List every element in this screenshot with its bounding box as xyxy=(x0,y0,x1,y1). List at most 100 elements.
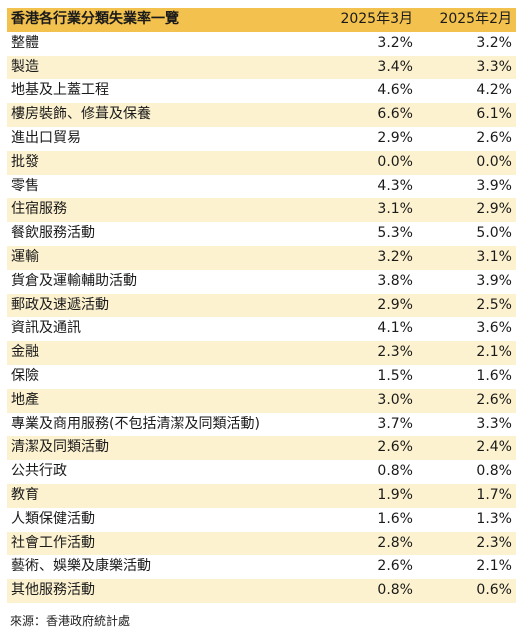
industry-name-cell: 貨倉及運輸輔助活動 xyxy=(7,269,312,294)
march-rate-cell: 2.9% xyxy=(312,293,417,318)
source-note: 來源：香港政府統計處 xyxy=(10,614,131,628)
table-header-row: 香港各行業分類失業率一覽 2025年3月 2025年2月 xyxy=(7,8,516,32)
table-title: 香港各行業分類失業率一覽 xyxy=(7,8,312,32)
march-rate-cell: 0.8% xyxy=(312,579,417,603)
table-row: 製造 3.4% 3.3% xyxy=(7,55,516,80)
february-rate-cell: 3.9% xyxy=(417,269,516,294)
industry-name-cell: 進出口貿易 xyxy=(7,126,312,151)
table-row: 專業及商用服務(不包括清潔及同類活動) 3.7% 3.3% xyxy=(7,412,516,437)
february-rate-cell: 3.6% xyxy=(417,317,516,342)
february-rate-cell: 3.3% xyxy=(417,55,516,80)
march-rate-cell: 2.6% xyxy=(312,555,417,580)
unemployment-by-industry-table: 香港各行業分類失業率一覽 2025年3月 2025年2月 整體 3.2% 3.2% 製… xyxy=(7,8,516,603)
february-rate-cell: 2.4% xyxy=(417,436,516,461)
table-row: 地產 3.0% 2.6% xyxy=(7,388,516,413)
march-rate-cell: 3.2% xyxy=(312,245,417,270)
table-row: 郵政及速遞活動 2.9% 2.5% xyxy=(7,293,516,318)
february-rate-cell: 2.1% xyxy=(417,555,516,580)
industry-name-cell: 社會工作活動 xyxy=(7,531,312,556)
industry-name-cell: 地產 xyxy=(7,388,312,413)
table-row: 金融 2.3% 2.1% xyxy=(7,341,516,365)
industry-name-cell: 保險 xyxy=(7,364,312,389)
march-rate-cell: 0.0% xyxy=(312,150,417,175)
industry-name-cell: 零售 xyxy=(7,174,312,199)
industry-name-cell: 製造 xyxy=(7,55,312,80)
table-row: 貨倉及運輸輔助活動 3.8% 3.9% xyxy=(7,269,516,294)
march-rate-cell: 1.5% xyxy=(312,364,417,389)
industry-name-cell: 批發 xyxy=(7,150,312,175)
industry-name-cell: 住宿服務 xyxy=(7,198,312,223)
february-rate-cell: 4.2% xyxy=(417,79,516,104)
column-header-february: 2025年2月 xyxy=(417,8,516,32)
march-rate-cell: 3.8% xyxy=(312,269,417,294)
february-rate-cell: 2.1% xyxy=(417,341,516,365)
table-row: 公共行政 0.8% 0.8% xyxy=(7,460,516,484)
march-rate-cell: 2.9% xyxy=(312,126,417,151)
industry-name-cell: 郵政及速遞活動 xyxy=(7,293,312,318)
industry-name-cell: 公共行政 xyxy=(7,460,312,484)
february-rate-cell: 3.2% xyxy=(417,31,516,56)
industry-name-cell: 地基及上蓋工程 xyxy=(7,79,312,104)
february-rate-cell: 6.1% xyxy=(417,103,516,127)
industry-name-cell: 清潔及同類活動 xyxy=(7,436,312,461)
industry-name-cell: 樓房裝飾、修葺及保養 xyxy=(7,103,312,127)
march-rate-cell: 4.1% xyxy=(312,317,417,342)
february-rate-cell: 1.3% xyxy=(417,507,516,532)
february-rate-cell: 2.5% xyxy=(417,293,516,318)
table-row: 其他服務活動 0.8% 0.6% xyxy=(7,579,516,603)
industry-name-cell: 專業及商用服務(不包括清潔及同類活動) xyxy=(7,412,312,437)
march-rate-cell: 3.1% xyxy=(312,198,417,223)
march-rate-cell: 2.3% xyxy=(312,341,417,365)
industry-name-cell: 金融 xyxy=(7,341,312,365)
february-rate-cell: 1.7% xyxy=(417,483,516,508)
table-row: 地基及上蓋工程 4.6% 4.2% xyxy=(7,79,516,104)
march-rate-cell: 6.6% xyxy=(312,103,417,127)
industry-name-cell: 人類保健活動 xyxy=(7,507,312,532)
table-row: 人類保健活動 1.6% 1.3% xyxy=(7,507,516,532)
table-row: 進出口貿易 2.9% 2.6% xyxy=(7,126,516,151)
industry-name-cell: 整體 xyxy=(7,31,312,56)
table-row: 社會工作活動 2.8% 2.3% xyxy=(7,531,516,556)
march-rate-cell: 3.7% xyxy=(312,412,417,437)
table-row: 整體 3.2% 3.2% xyxy=(7,31,516,56)
table-row: 住宿服務 3.1% 2.9% xyxy=(7,198,516,223)
march-rate-cell: 5.3% xyxy=(312,222,417,246)
february-rate-cell: 2.9% xyxy=(417,198,516,223)
march-rate-cell: 1.9% xyxy=(312,483,417,508)
table-row: 藝術、娛樂及康樂活動 2.6% 2.1% xyxy=(7,555,516,580)
february-rate-cell: 3.9% xyxy=(417,174,516,199)
industry-name-cell: 餐飲服務活動 xyxy=(7,222,312,246)
february-rate-cell: 0.6% xyxy=(417,579,516,603)
february-rate-cell: 2.6% xyxy=(417,388,516,413)
table-row: 零售 4.3% 3.9% xyxy=(7,174,516,199)
industry-name-cell: 運輸 xyxy=(7,245,312,270)
table-row: 保險 1.5% 1.6% xyxy=(7,364,516,389)
industry-name-cell: 藝術、娛樂及康樂活動 xyxy=(7,555,312,580)
column-header-march: 2025年3月 xyxy=(312,8,417,32)
march-rate-cell: 2.6% xyxy=(312,436,417,461)
february-rate-cell: 0.0% xyxy=(417,150,516,175)
march-rate-cell: 3.2% xyxy=(312,31,417,56)
march-rate-cell: 1.6% xyxy=(312,507,417,532)
table-row: 餐飲服務活動 5.3% 5.0% xyxy=(7,222,516,246)
table-row: 教育 1.9% 1.7% xyxy=(7,483,516,508)
table-body: 整體 3.2% 3.2% 製造 3.4% 3.3% 地基及上蓋工程 4.6% 4.2% 樓房裝飾、… xyxy=(7,31,516,603)
table-row: 批發 0.0% 0.0% xyxy=(7,150,516,175)
march-rate-cell: 2.8% xyxy=(312,531,417,556)
february-rate-cell: 2.3% xyxy=(417,531,516,556)
march-rate-cell: 0.8% xyxy=(312,460,417,484)
february-rate-cell: 3.1% xyxy=(417,245,516,270)
industry-name-cell: 資訊及通訊 xyxy=(7,317,312,342)
table-row: 運輸 3.2% 3.1% xyxy=(7,245,516,270)
table-row: 樓房裝飾、修葺及保養 6.6% 6.1% xyxy=(7,103,516,127)
table-row: 清潔及同類活動 2.6% 2.4% xyxy=(7,436,516,461)
table-row: 資訊及通訊 4.1% 3.6% xyxy=(7,317,516,342)
march-rate-cell: 4.6% xyxy=(312,79,417,104)
march-rate-cell: 4.3% xyxy=(312,174,417,199)
march-rate-cell: 3.4% xyxy=(312,55,417,80)
industry-name-cell: 其他服務活動 xyxy=(7,579,312,603)
february-rate-cell: 3.3% xyxy=(417,412,516,437)
february-rate-cell: 0.8% xyxy=(417,460,516,484)
industry-name-cell: 教育 xyxy=(7,483,312,508)
february-rate-cell: 1.6% xyxy=(417,364,516,389)
